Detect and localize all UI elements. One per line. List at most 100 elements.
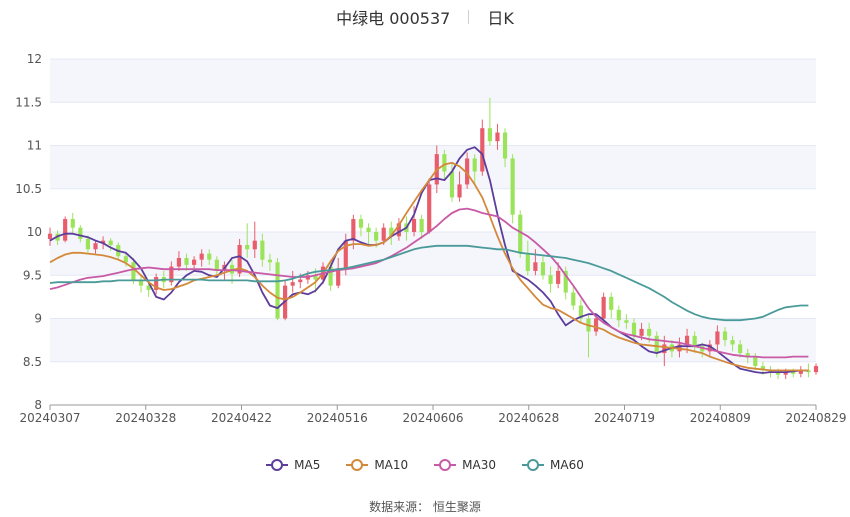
legend-item-ma30[interactable]: MA30 [434,458,496,472]
candle [78,225,83,243]
x-tick-label: 20240307 [19,411,80,425]
ma-lines [49,146,809,374]
candle-body [457,184,462,198]
candle-body [465,158,470,185]
candle [624,314,629,329]
candle [63,216,68,243]
candle-body [692,335,697,347]
candle [525,240,530,276]
candle-body [775,372,781,375]
candle-body [63,219,68,241]
candle-body [571,292,576,306]
candle-body [176,257,182,267]
candle [616,305,621,328]
x-tick-label: 20240328 [115,411,176,425]
candle-body [169,266,174,283]
candle [336,257,341,289]
candle-body [449,171,455,198]
y-tick-label: 10 [27,225,42,239]
candle-body [556,270,561,284]
candle-body [472,158,477,172]
candle-body [798,370,803,374]
candle-body [131,262,136,280]
legend-item-ma10[interactable]: MA10 [346,458,408,472]
plot-band [50,145,816,189]
candle [563,266,568,300]
candle [510,154,515,224]
candle-body [616,309,621,321]
candle [47,227,53,246]
legend-item-ma5[interactable]: MA5 [266,458,320,472]
candle [169,261,174,286]
candle-body [662,344,667,354]
y-tick-label: 8.5 [23,355,42,369]
candle [411,206,417,237]
candle-body [624,320,629,323]
candle [138,275,144,293]
candle [358,214,364,237]
legend-marker-ma30 [434,459,457,471]
candle [609,292,614,319]
y-tick-label: 9.5 [23,268,42,282]
candle-body [578,305,583,319]
x-tick-label: 20240829 [785,411,846,425]
candle [419,214,424,239]
candle [601,292,606,323]
candle [571,285,576,310]
candle-body [260,240,265,260]
candle-body [389,227,394,237]
candle-body [631,322,637,336]
candle-body [684,335,690,345]
candle-body [192,259,197,265]
candle-body [138,279,144,286]
candle [389,221,394,245]
candle [85,235,91,253]
candle-body [237,244,242,274]
chart-title: 中绿电 000537 日K [0,4,850,30]
candle-body [791,372,796,374]
candle-body [510,158,515,215]
candle-body [78,227,83,239]
candle-body [745,353,750,358]
candle [495,123,500,150]
candle-body [123,256,128,263]
candle-body [707,344,712,352]
legend-label-ma30: MA30 [462,458,497,472]
x-tick-label: 20240516 [307,411,368,425]
candle [207,249,212,265]
candle-body [715,331,720,345]
candle-body [85,238,91,250]
title-separator [468,10,470,24]
candle-body [275,262,280,319]
y-tick-label: 11 [27,139,42,153]
candle-body [93,243,98,250]
legend-marker-ma10 [346,459,369,471]
candles [47,97,819,380]
candle-body [146,285,151,290]
plot-band [50,232,816,276]
candle-body [601,296,606,319]
legend-item-ma60[interactable]: MA60 [522,458,584,472]
plot-band [50,318,816,362]
candle [199,249,204,267]
candle-body [207,253,212,260]
candle [108,238,113,252]
candle-body [374,232,379,241]
candle [556,262,561,289]
x-tick-label: 20240628 [498,411,559,425]
candle-body [427,184,432,232]
candle [502,128,508,168]
candle-body [154,276,159,290]
candle [722,327,728,347]
candle-body [730,340,735,345]
candle-body [760,366,765,371]
candle [184,253,189,271]
candle-body [358,219,364,228]
candle-body [267,259,273,263]
candle [154,273,159,295]
source-label: 数据来源： [369,500,430,514]
candle [427,178,432,234]
plot-band [50,59,816,103]
candle [366,223,371,245]
candle-body [411,219,417,232]
